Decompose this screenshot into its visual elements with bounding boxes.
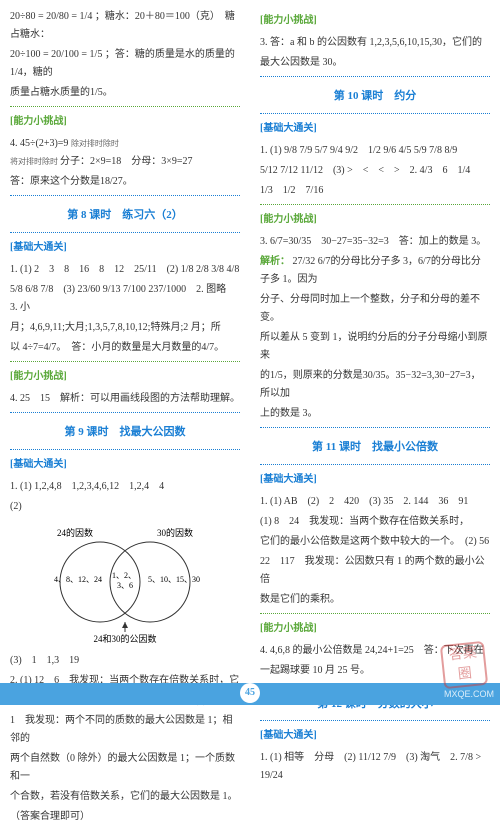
divider xyxy=(260,76,490,77)
divider xyxy=(260,113,490,114)
venn-left-text: 4、8、12、24 xyxy=(54,575,102,584)
basic-heading: [基础大通关] xyxy=(10,456,240,474)
text: 1. (1) 9/8 7/9 5/7 9/4 9/2 1/2 9/6 4/5 5… xyxy=(260,142,490,160)
text: 5/8 6/8 7/8 (3) 23/60 9/13 7/100 237/100… xyxy=(10,281,240,317)
text: 答：原来这个分数是18/27。 xyxy=(10,173,240,191)
text: 4. 25 15 解析：可以用画线段图的方法帮助理解。 xyxy=(10,390,240,408)
text: 一起踢球要 10 月 25 号。 xyxy=(260,662,490,680)
text: 分子、分母同时加上一个整数，分子和分母的差不变。 xyxy=(260,291,490,327)
text: 3. 答：a 和 b 的公因数有 1,2,3,5,6,10,15,30，它们的 xyxy=(260,34,490,52)
divider xyxy=(10,412,240,413)
basic-heading: [基础大通关] xyxy=(260,471,490,489)
text: 1. (1) AB (2) 2 420 (3) 35 2. 144 36 91 xyxy=(260,493,490,511)
text: 它们的最小公倍数是这两个数中较大的一个。 (2) 56 xyxy=(260,533,490,551)
lesson-9-title: 第 9 课时 找最大公因数 xyxy=(10,423,240,443)
text: 1. (1) 相等 分母 (2) 11/12 7/9 (3) 淘气 2. 7/8… xyxy=(260,749,490,785)
venn-diagram: 24的因数 30的因数 4、8、12、24 1、2、 3、6 5、10、15、3… xyxy=(20,524,230,644)
ability-heading: [能力小挑战] xyxy=(10,368,240,386)
ability-heading: [能力小挑战] xyxy=(260,211,490,229)
basic-heading: [基础大通关] xyxy=(10,239,240,257)
divider xyxy=(10,106,240,107)
text: (1) 8 24 我发现：当两个数存在倍数关系时， xyxy=(260,513,490,531)
fragment: 分子：2×9=18 分母：3×9=27 xyxy=(60,156,193,167)
text: 22 117 我发现：公因数只有 1 的两个数的最小公倍 xyxy=(260,553,490,589)
text: 5/12 7/12 11/12 (3) > < < > 2. 4/3 6 1/4 xyxy=(260,162,490,180)
text: 的1/5，则原来的分数是30/35。35−32=3,30−27=3，所以加 xyxy=(260,367,490,403)
analysis-label: 解析： xyxy=(260,256,290,267)
text: 解析： 27/32 6/7的分母比分子多 3，6/7的分母比分子多 1。因为 xyxy=(260,253,490,289)
divider xyxy=(10,361,240,362)
text: 1 我发现：两个不同的质数的最大公因数是 1；相邻的 xyxy=(10,712,240,748)
venn-left-label: 24的因数 xyxy=(57,527,93,538)
ability-heading: [能力小挑战] xyxy=(10,113,240,131)
text: 个合数，若没有倍数关系，它们的最大公因数是 1。 xyxy=(10,788,240,806)
text: (2) xyxy=(10,498,240,516)
divider xyxy=(10,195,240,196)
divider xyxy=(260,720,490,721)
fragment: 将对排时除时 xyxy=(10,157,58,166)
lesson-11-title: 第 11 课时 找最小公倍数 xyxy=(260,438,490,458)
basic-heading: [基础大通关] xyxy=(260,120,490,138)
lesson-10-title: 第 10 课时 约分 xyxy=(260,87,490,107)
text: (3) 1 1,3 19 xyxy=(10,652,240,670)
page-number: 45 xyxy=(240,683,260,703)
venn-right-label: 30的因数 xyxy=(157,527,193,538)
text: （答案合理即可） xyxy=(10,808,240,826)
divider xyxy=(260,427,490,428)
left-column: 20÷80 = 20/80 = 1/4 ；糖水：20＋80＝100（克） 糖占糖… xyxy=(0,0,250,680)
text: 月；4,6,9,11;大月;1,3,5,7,8,10,12;特殊月;2 月；所 xyxy=(10,319,240,337)
text: 20÷100 = 20/100 = 1/5 ；答：糖的质量是水的质量的1/4，糖… xyxy=(10,46,240,82)
fragment: 4. 45÷(2+3)=9 xyxy=(10,138,68,149)
venn-bottom-label: 24和30的公因数 xyxy=(93,633,156,644)
ability-heading: [能力小挑战] xyxy=(260,620,490,638)
venn-right-text: 5、10、15、30 xyxy=(148,575,200,584)
text: 4. 45÷(2+3)=9 除对排时除时 将对排时除时 分子：2×9=18 分母… xyxy=(10,135,240,171)
divider xyxy=(10,232,240,233)
lesson-8-title: 第 8 课时 练习六（2） xyxy=(10,206,240,226)
divider xyxy=(260,613,490,614)
divider xyxy=(10,449,240,450)
ability-heading: [能力小挑战] xyxy=(260,12,490,30)
text: 1. (1) 1,2,4,8 1,2,3,4,6,12 1,2,4 4 xyxy=(10,478,240,496)
text: 以 4÷7=4/7。 答：小月的数量是大月数量的4/7。 xyxy=(10,339,240,357)
text: 数是它们的乘积。 xyxy=(260,591,490,609)
venn-mid-text: 1、2、 3、6 xyxy=(112,571,138,590)
right-column: [能力小挑战] 3. 答：a 和 b 的公因数有 1,2,3,5,6,10,15… xyxy=(250,0,500,680)
text: 质量占糖水质量的1/5。 xyxy=(10,84,240,102)
text: 所以差从 5 变到 1，说明约分后的分子分母缩小到原来 xyxy=(260,329,490,365)
text: 20÷80 = 20/80 = 1/4 ；糖水：20＋80＝100（克） 糖占糖… xyxy=(10,8,240,44)
fragment: 除对排时除时 xyxy=(71,139,119,148)
text: 两个自然数（0 除外）的最大公因数是 1；一个质数和一 xyxy=(10,750,240,786)
text: 4. 4,6,8 的最小公倍数是 24,24+1=25 答：下次再在 xyxy=(260,642,490,660)
fragment: 27/32 xyxy=(293,256,316,267)
watermark: MXQE.COM xyxy=(444,686,494,702)
text: 最大公因数是 30。 xyxy=(260,54,490,72)
text: 上的数是 3。 xyxy=(260,405,490,423)
basic-heading: [基础大通关] xyxy=(260,727,490,745)
text: 1. (1) 2 3 8 16 8 12 25/11 (2) 1/8 2/8 3… xyxy=(10,261,240,279)
divider xyxy=(260,464,490,465)
text: 3. 6/7=30/35 30−27=35−32=3 答：加上的数是 3。 xyxy=(260,233,490,251)
divider xyxy=(260,204,490,205)
text: 1/3 1/2 7/16 xyxy=(260,182,490,200)
